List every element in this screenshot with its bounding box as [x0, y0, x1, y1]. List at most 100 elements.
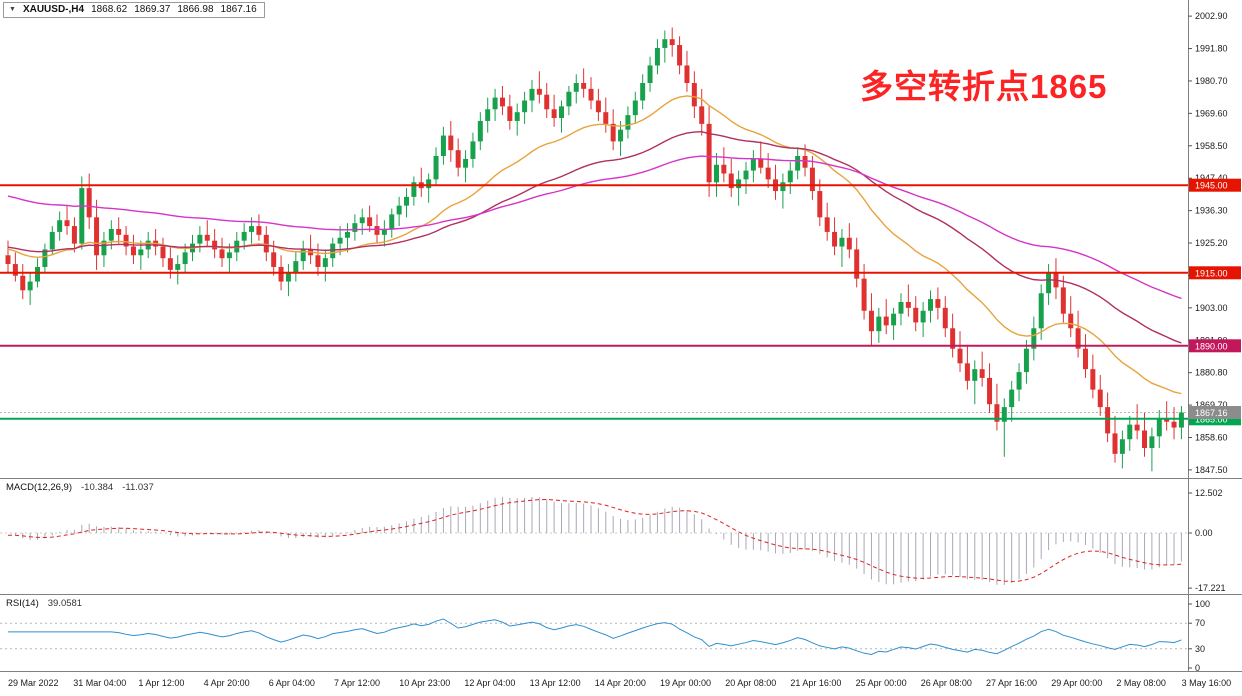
- candle: [86, 188, 92, 218]
- symbol-info-box: ▼ XAUUSD-,H4 1868.62 1869.37 1866.98 186…: [3, 2, 265, 18]
- candle: [374, 226, 380, 235]
- candle: [138, 249, 144, 256]
- candle: [337, 237, 343, 244]
- candle: [979, 369, 985, 378]
- candle: [293, 261, 299, 273]
- candle: [381, 229, 387, 235]
- candle: [891, 313, 897, 326]
- bid-price-badge: [1189, 405, 1241, 419]
- candle: [463, 158, 469, 168]
- candle: [396, 205, 402, 215]
- macd-value-signal: -11.037: [122, 482, 154, 493]
- candle: [817, 191, 823, 218]
- candle: [529, 88, 535, 101]
- candle: [42, 249, 48, 267]
- candle: [197, 234, 203, 244]
- candle: [1001, 407, 1007, 422]
- candle: [610, 123, 616, 142]
- candle: [809, 167, 815, 192]
- candle: [721, 164, 727, 174]
- candle: [116, 229, 122, 235]
- ohlc-low: 1866.98: [177, 4, 214, 15]
- candle: [322, 258, 328, 267]
- candle: [595, 100, 601, 113]
- candle: [987, 377, 993, 405]
- candle: [964, 363, 970, 381]
- candle: [160, 246, 166, 259]
- candle: [618, 129, 624, 142]
- candle: [1038, 293, 1044, 329]
- candle: [544, 94, 550, 110]
- candle: [920, 310, 926, 323]
- candle: [603, 112, 609, 124]
- time-label: 13 Apr 12:00: [529, 678, 581, 688]
- time-label: 21 Apr 16:00: [790, 678, 842, 688]
- candle: [300, 249, 306, 262]
- candle: [994, 404, 1000, 422]
- candle: [455, 150, 461, 168]
- candle: [536, 88, 542, 95]
- candle: [79, 188, 85, 244]
- candle: [559, 106, 564, 119]
- rsi-name: RSI(14): [6, 598, 39, 609]
- chart-annotation: 多空转折点1865: [860, 68, 1108, 105]
- candle: [677, 45, 683, 66]
- ma-line-slow: [7, 155, 1182, 300]
- candle: [507, 106, 513, 121]
- candle: [1082, 348, 1088, 370]
- ohlc-open: 1868.62: [91, 4, 128, 15]
- candle: [691, 83, 697, 107]
- candle: [1060, 287, 1066, 314]
- price-tick-label: 1847.50: [1195, 465, 1228, 475]
- candle: [1142, 430, 1148, 448]
- bid-price-label: 1867.16: [1195, 408, 1228, 418]
- candle: [551, 109, 557, 119]
- ma-line-fast: [7, 95, 1182, 395]
- hline-price-label: 1915.00: [1195, 268, 1228, 278]
- candle: [57, 220, 63, 232]
- candle: [167, 258, 173, 270]
- candle: [35, 266, 41, 282]
- rsi-value: 39.0581: [47, 598, 83, 609]
- candle: [1009, 389, 1015, 408]
- price-tick-label: 1958.50: [1195, 141, 1228, 151]
- macd-value-main: -10.384: [81, 482, 114, 493]
- candle: [846, 237, 852, 250]
- candle: [669, 39, 675, 46]
- price-tick-label: 1925.20: [1195, 238, 1228, 248]
- candle: [883, 316, 889, 326]
- price-tick-label: 1991.80: [1195, 44, 1228, 54]
- candle: [470, 141, 476, 159]
- candle: [263, 234, 269, 253]
- candle: [12, 264, 18, 276]
- candle: [713, 164, 719, 183]
- time-label: 27 Apr 16:00: [986, 678, 1038, 688]
- ohlc-high: 1869.37: [134, 4, 171, 15]
- candle: [750, 158, 756, 171]
- candle: [1149, 436, 1155, 448]
- candle: [1119, 439, 1125, 454]
- candle: [315, 255, 321, 267]
- candle: [330, 243, 336, 259]
- hline-price-label: 1890.00: [1195, 341, 1228, 351]
- candle: [389, 214, 395, 229]
- candle: [787, 170, 793, 183]
- time-axis[interactable]: 29 Mar 2022 31 Mar 04:00 1 Apr 12:00 4 Apr …: [0, 672, 1242, 696]
- candle: [440, 135, 446, 156]
- candle: [344, 231, 350, 238]
- time-label: 6 Apr 04:00: [268, 678, 315, 688]
- hline-price-badge: [1189, 339, 1241, 353]
- candle: [640, 83, 646, 101]
- rsi-indicator-label: RSI(14) 39.0581: [6, 598, 82, 609]
- hline-price-badge: [1189, 266, 1241, 280]
- hline-price-label: 1865.00: [1195, 414, 1228, 424]
- candle: [477, 120, 483, 142]
- macd-signal-line: [7, 499, 1182, 582]
- time-label: 2 May 08:00: [1116, 678, 1166, 688]
- candle: [175, 264, 181, 270]
- candle: [743, 170, 749, 180]
- price-tick-label: 1869.70: [1195, 400, 1228, 410]
- rsi-scale-label: 100: [1195, 599, 1210, 609]
- collapse-arrow-icon[interactable]: ▼: [9, 6, 16, 13]
